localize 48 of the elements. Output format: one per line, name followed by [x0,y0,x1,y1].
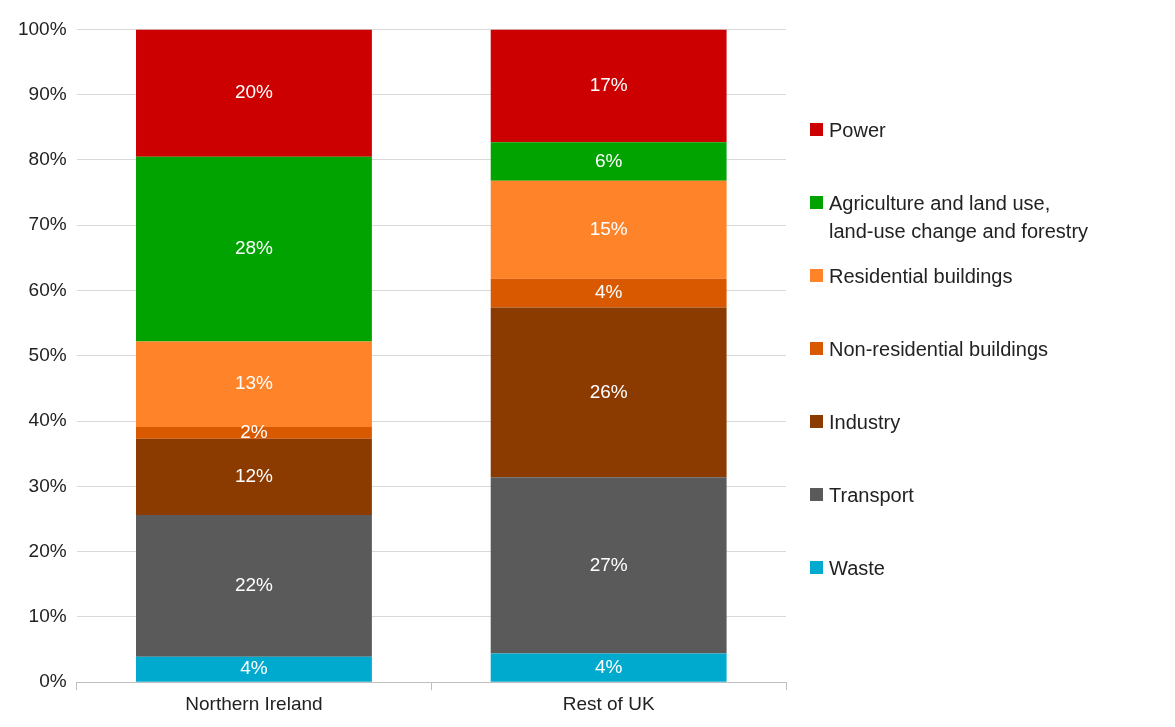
legend-label: Power [829,118,886,143]
y-tick-label: 50% [28,344,67,366]
y-tick-label: 40% [28,409,67,431]
bar [490,653,727,682]
bar [490,278,727,308]
bar [136,29,372,157]
legend-label: Agriculture and land use, land-use change and forestry [829,191,1090,244]
data-label: 22% [234,574,274,596]
data-label: 26% [589,380,628,402]
data-label: 15% [589,218,628,240]
y-tick-label: 30% [28,474,67,496]
data-label: 12% [234,465,274,487]
data-label: 4% [240,657,268,679]
legend-label: Waste [829,556,885,581]
y-tick-label: 100% [17,17,67,39]
y-tick-label: 10% [28,605,67,627]
bar [136,515,372,657]
bar [490,180,727,279]
y-tick-label: 20% [28,539,67,561]
y-tick-label: 70% [28,213,67,235]
legend-label: Non-residential buildings [829,337,1049,362]
bar [136,341,372,427]
bar [490,142,727,181]
y-tick-label: 90% [28,82,67,104]
data-label: 6% [594,149,623,171]
x-tick-label: Northern Ireland [185,692,323,714]
bar [490,307,727,478]
data-label: 27% [589,553,628,575]
data-label: 2% [240,421,268,443]
bar [136,156,372,342]
y-tick-label: 60% [28,278,67,300]
bar [490,29,727,143]
data-label: 4% [594,281,623,303]
bar [136,656,372,682]
legend-label: Industry [829,410,901,435]
data-label: 4% [594,655,623,677]
bar [136,438,372,516]
y-tick-label: 80% [28,148,67,170]
data-label: 28% [234,237,274,259]
bar [490,477,727,654]
legend-label: Residential buildings [829,264,1013,289]
legend-label: Transport [829,483,914,508]
x-tick-label: Rest of UK [562,692,655,714]
data-label: 13% [234,372,274,394]
data-label: 17% [589,74,628,96]
bar [136,426,372,439]
y-tick-label: 0% [39,670,67,692]
data-label: 20% [234,81,274,103]
